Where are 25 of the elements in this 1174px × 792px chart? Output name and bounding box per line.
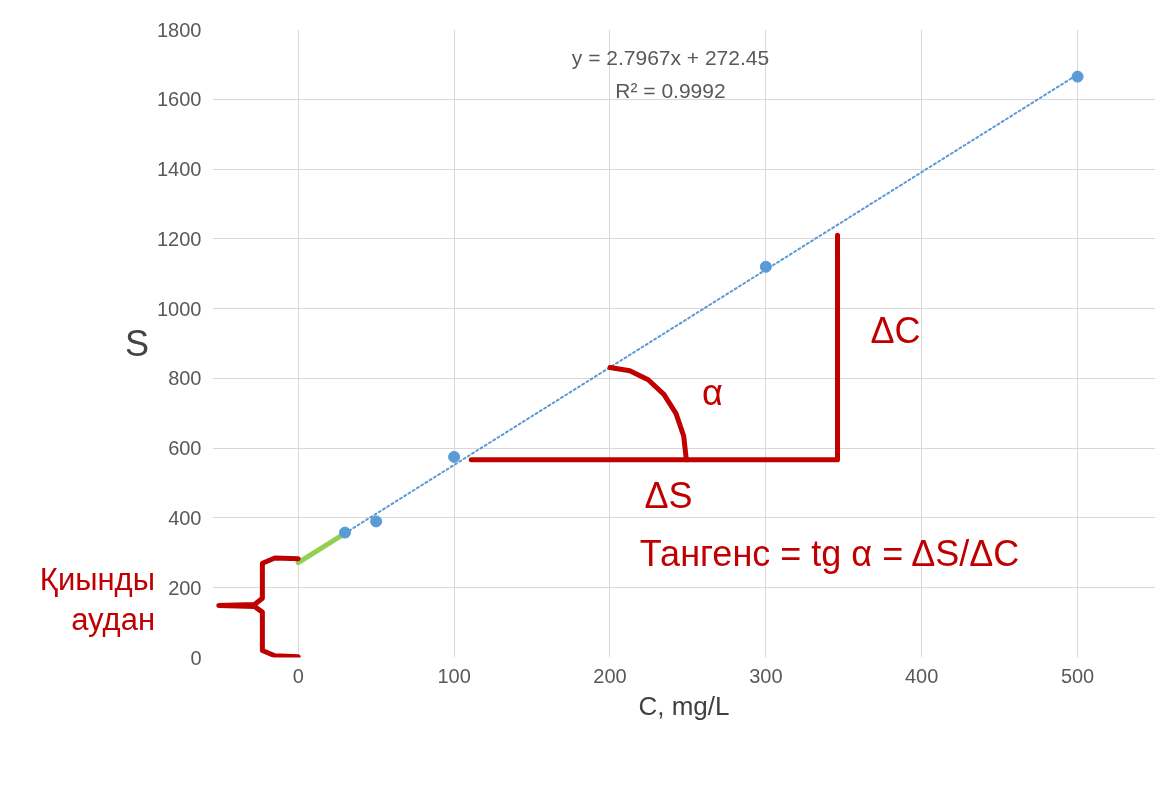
x-tick-label: 500 xyxy=(1060,664,1095,687)
y-tick-label: 1800 xyxy=(157,18,202,41)
x-tick-label: 300 xyxy=(749,664,783,687)
annotation: ΔS xyxy=(644,475,693,516)
y-tick-label: 1400 xyxy=(157,158,202,181)
y-tick-label: 400 xyxy=(168,506,202,529)
x-axis-title: C, mg/L xyxy=(638,690,730,721)
y-axis-title: S xyxy=(125,323,150,364)
annotation: α xyxy=(702,372,723,413)
y-tick-label: 1200 xyxy=(157,227,202,250)
annotation: R² = 0.9992 xyxy=(615,79,726,102)
annotation: Тангенс = tg α = ΔS/ΔC xyxy=(639,533,1020,574)
y-tick-label: 1000 xyxy=(157,297,202,320)
y-tick-label: 200 xyxy=(168,576,202,599)
text: Қиынды аудан xyxy=(39,561,155,640)
x-tick-label: 100 xyxy=(437,664,471,687)
y-tick-label: 1600 xyxy=(157,88,202,111)
x-tick-label: 400 xyxy=(905,664,939,687)
annotation: y = 2.7967x + 272.45 xyxy=(571,46,770,69)
x-tick-label: 0 xyxy=(292,664,304,687)
y-tick-label: 800 xyxy=(168,367,202,390)
x-tick-label: 200 xyxy=(593,664,627,687)
y-tick-label: 600 xyxy=(168,437,202,460)
annotation: ΔC xyxy=(870,310,921,351)
y-tick-label: 0 xyxy=(190,646,202,669)
